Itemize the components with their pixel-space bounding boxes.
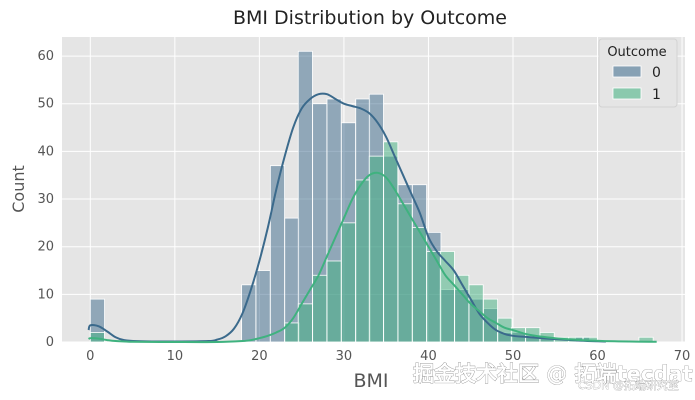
y-tick-label: 30 xyxy=(37,192,54,207)
bar-series-1 xyxy=(383,141,399,343)
y-tick-label: 50 xyxy=(37,97,54,112)
kde-line-series-1 xyxy=(87,171,657,344)
bar-series-0 xyxy=(255,270,271,343)
legend-swatch-1 xyxy=(612,87,642,100)
x-tick-label: 70 xyxy=(674,349,691,364)
bar-series-1 xyxy=(355,179,371,343)
legend-title: Outcome xyxy=(607,45,666,60)
legend-swatch-0 xyxy=(612,65,642,78)
y-tick-label: 0 xyxy=(46,335,54,350)
bar-series-1 xyxy=(312,274,328,343)
y-tick-label: 60 xyxy=(37,49,54,64)
bar-series-1 xyxy=(368,155,384,343)
watermark-main: 掘金技术社区 @ 拓端tecdat xyxy=(413,362,693,386)
kde-curves xyxy=(87,92,657,344)
y-tick-label: 40 xyxy=(37,144,54,159)
legend-label-1: 1 xyxy=(652,87,661,103)
y-tick-label: 20 xyxy=(37,240,54,255)
x-tick-label: 40 xyxy=(420,349,437,364)
x-tick-labels: 0 10 20 30 40 50 60 70 xyxy=(86,349,690,364)
legend-label-0: 0 xyxy=(652,65,661,81)
bar-series-1 xyxy=(397,203,413,343)
x-tick-label: 0 xyxy=(86,349,94,364)
bar-series-0 xyxy=(269,165,285,343)
bar-series-1 xyxy=(297,303,313,343)
watermark-small: CSDN @拓端研究室 xyxy=(578,378,679,392)
kde-line-series-0 xyxy=(87,92,606,343)
y-tick-labels: 0 10 20 30 40 50 60 xyxy=(37,49,54,350)
bar-series-1 xyxy=(439,251,455,343)
x-axis-label: BMI xyxy=(353,370,388,392)
x-tick-label: 20 xyxy=(251,349,268,364)
x-tick-label: 60 xyxy=(589,349,606,364)
legend: Outcome 0 1 xyxy=(598,38,678,108)
y-axis-label: Count xyxy=(9,165,28,213)
x-tick-label: 50 xyxy=(505,349,522,364)
x-tick-label: 10 xyxy=(167,349,184,364)
x-tick-label: 30 xyxy=(336,349,353,364)
chart-title: BMI Distribution by Outcome xyxy=(233,7,507,29)
bar-series-1 xyxy=(326,260,342,343)
bar-series-1 xyxy=(340,222,356,343)
y-tick-label: 10 xyxy=(37,287,54,302)
bar-series-1 xyxy=(411,227,427,343)
